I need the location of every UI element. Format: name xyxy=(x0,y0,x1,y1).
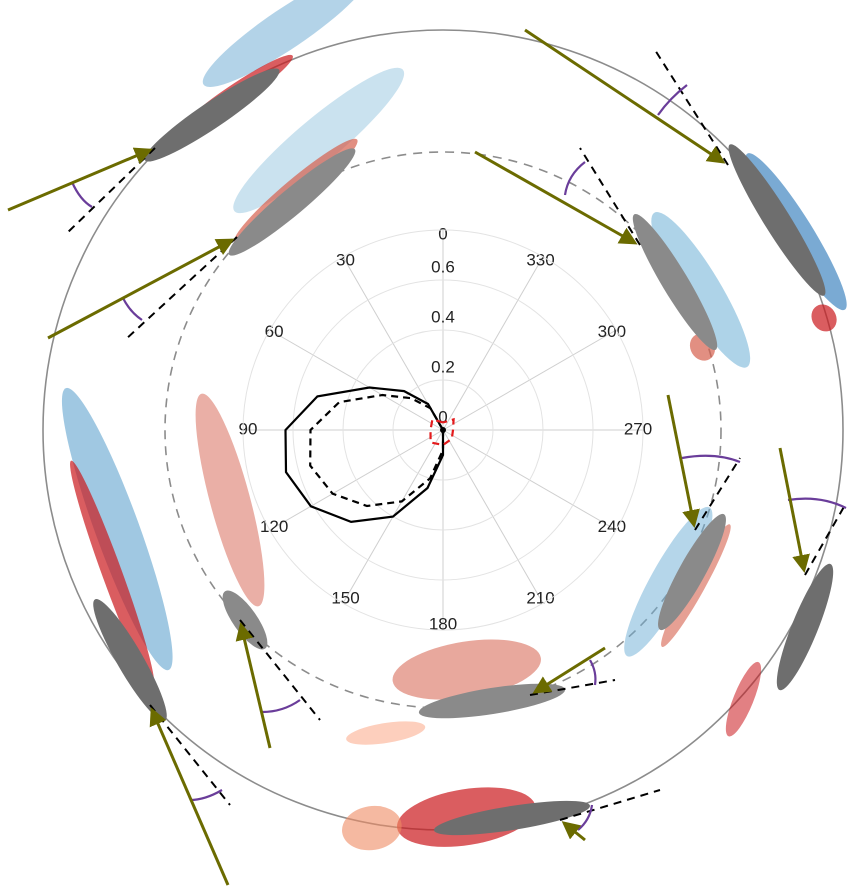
airfoil xyxy=(228,67,405,256)
airfoil-wake xyxy=(195,393,265,607)
theta-tick-label: 270 xyxy=(624,419,652,438)
theta-tick-label: 0 xyxy=(438,224,447,243)
origin-dot xyxy=(440,427,446,433)
theta-tick-label: 60 xyxy=(265,322,284,341)
theta-tick-label: 330 xyxy=(526,251,554,270)
theta-tick-label: 30 xyxy=(336,251,355,270)
r-tick-label: 0.2 xyxy=(431,357,455,376)
polar-boundary xyxy=(242,229,644,631)
airfoils xyxy=(61,0,847,851)
theta-tick-label: 300 xyxy=(598,322,626,341)
airfoil xyxy=(728,144,847,332)
theta-tick-label: 120 xyxy=(260,517,288,536)
r-tick-label: 0.4 xyxy=(431,307,455,326)
r-grid-circle xyxy=(342,329,544,531)
airfoil xyxy=(342,787,591,851)
airfoil xyxy=(346,639,566,745)
r-grid-circle xyxy=(292,279,594,581)
r-grid-circle xyxy=(392,379,494,481)
r-tick-label: 0.6 xyxy=(431,257,455,276)
airfoil xyxy=(222,590,268,650)
theta-tick-label: 210 xyxy=(526,588,554,607)
airfoil xyxy=(624,506,731,657)
polar-plot: 0 30 60 90 120 150 180 210 240 270 300 330 0 0.2 0.4 0.… xyxy=(239,224,653,633)
theta-tick-label: 150 xyxy=(331,588,359,607)
airfoil xyxy=(93,599,167,721)
polar-curve xyxy=(284,386,445,524)
airfoil xyxy=(725,563,834,737)
flow-arrows xyxy=(7,28,810,886)
polar-curve xyxy=(309,393,445,508)
angle-arcs xyxy=(70,84,847,831)
airfoil xyxy=(144,0,371,162)
airfoil xyxy=(632,212,751,368)
theta-tick-label: 90 xyxy=(239,419,258,438)
r-tick-label: 0 xyxy=(438,407,447,426)
theta-tick-label: 240 xyxy=(598,517,626,536)
airfoil-wake xyxy=(61,387,173,687)
theta-tick-label: 180 xyxy=(429,614,457,633)
polar-curve xyxy=(429,417,455,447)
